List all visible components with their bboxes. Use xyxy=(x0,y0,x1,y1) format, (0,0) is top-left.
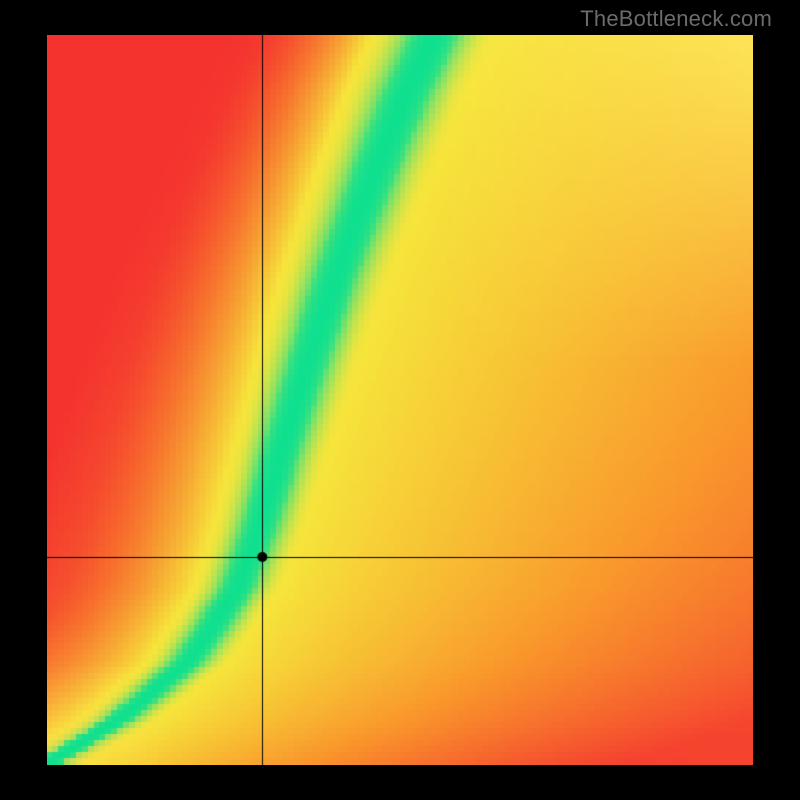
watermark-text: TheBottleneck.com xyxy=(580,6,772,32)
bottleneck-heatmap xyxy=(47,35,753,765)
heatmap-canvas xyxy=(47,35,753,765)
